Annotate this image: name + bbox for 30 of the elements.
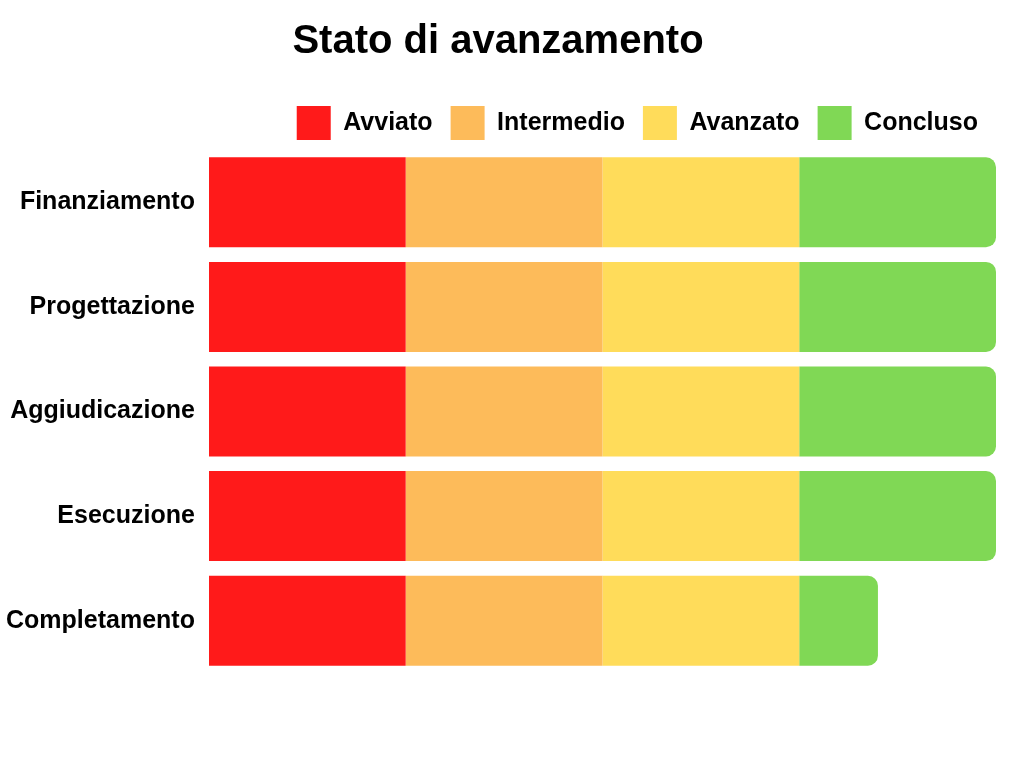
bar bbox=[602, 575, 800, 666]
bar bbox=[602, 471, 800, 562]
bar bbox=[208, 261, 406, 352]
bar bbox=[799, 471, 996, 562]
y-tick-label: Aggiudicazione bbox=[10, 395, 195, 424]
y-tick-label: Completamento bbox=[6, 604, 195, 633]
y-tick-label: Finanziamento bbox=[19, 186, 195, 215]
y-tick-label: Esecuzione bbox=[57, 499, 195, 528]
bar bbox=[208, 157, 406, 248]
legend-label: Intermedio bbox=[497, 106, 625, 135]
bar bbox=[405, 471, 603, 562]
bar bbox=[208, 366, 406, 457]
bar bbox=[208, 575, 406, 666]
bar bbox=[602, 261, 800, 352]
bar bbox=[799, 261, 996, 352]
y-tick-label: Progettazione bbox=[29, 290, 195, 319]
bar bbox=[602, 366, 800, 457]
legend-label: Avviato bbox=[343, 106, 433, 135]
legend-label: Avanzato bbox=[689, 106, 800, 135]
bar bbox=[405, 261, 603, 352]
bar bbox=[799, 157, 996, 248]
bar bbox=[799, 366, 996, 457]
bar bbox=[602, 157, 800, 248]
bar bbox=[208, 471, 406, 562]
chart-title: Stato di avanzamento bbox=[292, 17, 704, 62]
bar bbox=[799, 575, 878, 666]
bar bbox=[405, 157, 603, 248]
bar bbox=[405, 575, 603, 666]
bar bbox=[405, 366, 603, 457]
legend-label: Concluso bbox=[864, 106, 979, 135]
